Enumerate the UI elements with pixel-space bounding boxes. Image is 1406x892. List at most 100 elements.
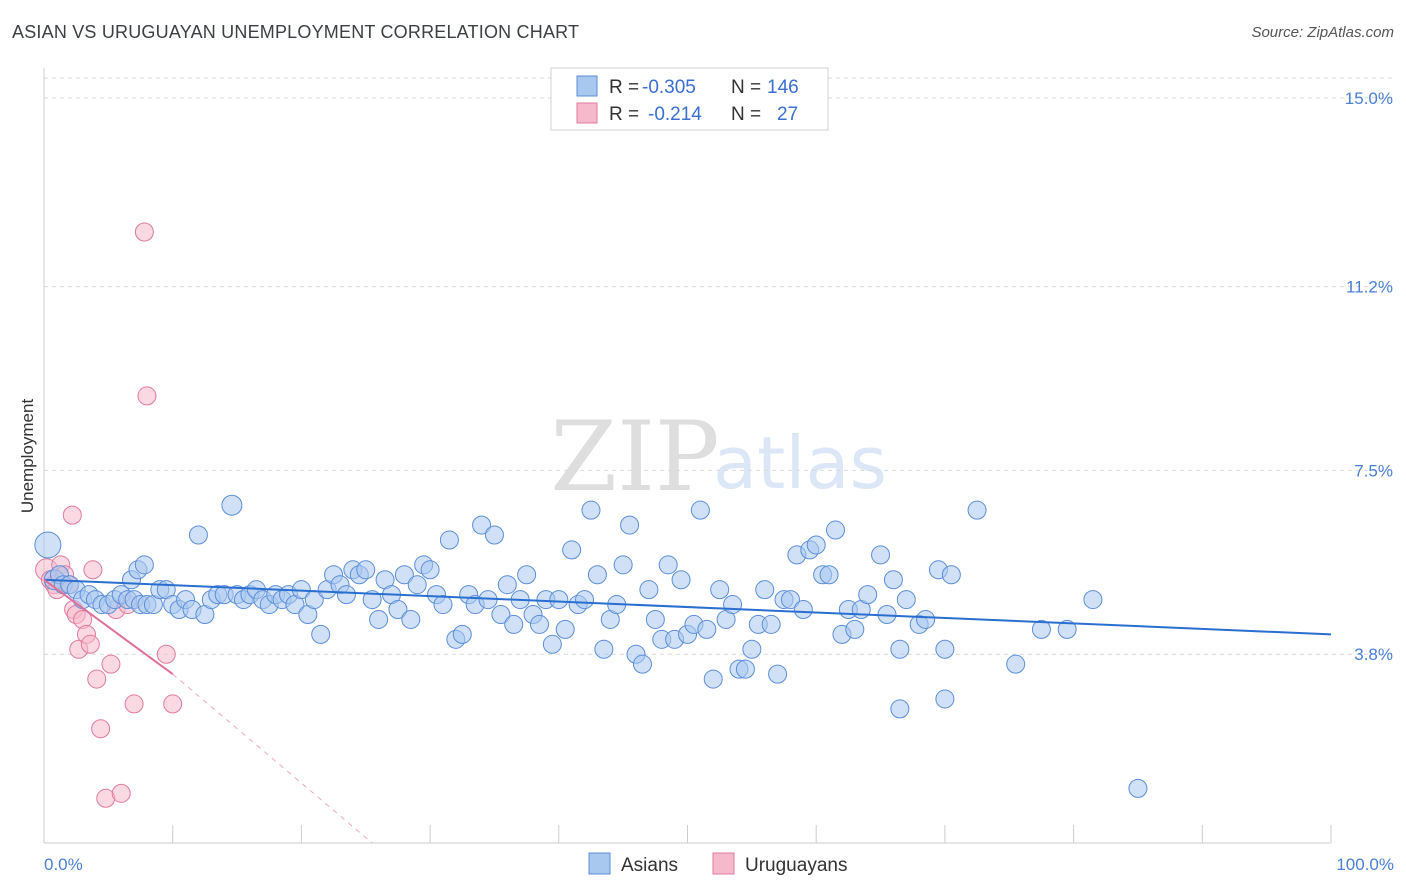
asian-point [401, 609, 421, 629]
y-tick-label: 3.8% [1354, 645, 1393, 664]
trend-layer [43, 578, 1332, 844]
uruguayan-point [91, 719, 111, 739]
asian-point [639, 580, 659, 600]
asian-point [420, 560, 440, 580]
asian-point [890, 699, 910, 719]
asian-point [941, 565, 961, 585]
asian-point [562, 540, 582, 560]
asian-point [710, 580, 730, 600]
asian-point [935, 689, 955, 709]
asian-point [658, 555, 678, 575]
asian-point [221, 494, 243, 516]
y-tick-label: 7.5% [1354, 461, 1393, 480]
asian-point [311, 624, 331, 644]
asian-point [433, 595, 453, 615]
asian-point [356, 560, 376, 580]
asian-point [735, 659, 755, 679]
series-legend: Asians Uruguayans [588, 852, 847, 876]
y-tick-label: 15.0% [1345, 89, 1393, 108]
asian-point [491, 604, 511, 624]
uruguayan-points [35, 222, 183, 808]
uruguayan-point [137, 386, 157, 406]
asian-point [517, 565, 537, 585]
bottom-legend-label-uruguayans[interactable]: Uruguayans [745, 855, 847, 876]
legend-n-value-uruguayans: 27 [777, 104, 798, 125]
x-tick-min: 0.0% [44, 855, 83, 874]
asian-point [504, 614, 524, 634]
y-axis-label: Unemployment [18, 399, 37, 514]
asian-point [703, 669, 723, 689]
asian-point [620, 515, 640, 535]
asian-point [542, 634, 562, 654]
legend-n-label-uruguayans: N = [731, 104, 761, 125]
y-tick-label: 11.2% [1346, 278, 1393, 297]
bottom-legend-swatch-asians[interactable] [588, 852, 611, 875]
uruguayan-point [163, 694, 183, 714]
legend-r-value-uruguayans: -0.214 [648, 104, 702, 125]
asian-point [690, 500, 710, 520]
legend-swatch-asians [576, 75, 598, 97]
asian-point [793, 600, 813, 620]
asian-point [742, 639, 762, 659]
asian-point [916, 609, 936, 629]
uruguayan-point [83, 560, 103, 580]
asian-point [819, 565, 839, 585]
legend-r-label-asians: R = [609, 77, 639, 98]
asian-point [826, 520, 846, 540]
asian-point [594, 639, 614, 659]
grid-layer [44, 77, 1392, 655]
bottom-legend-label-asians[interactable]: Asians [621, 855, 678, 876]
asian-point [497, 575, 517, 595]
x-tick-max: 100.0% [1336, 855, 1394, 874]
uruguayan-point [101, 654, 121, 674]
asian-point [575, 590, 595, 610]
asian-point [1006, 654, 1026, 674]
legend-r-label-uruguayans: R = [609, 104, 639, 125]
asian-point [883, 570, 903, 590]
asian-point [768, 664, 788, 684]
asian-point [134, 555, 154, 575]
asian-point [871, 545, 891, 565]
asian-point [555, 619, 575, 639]
asian-point [697, 619, 717, 639]
asian-point [632, 654, 652, 674]
asian-point [188, 525, 208, 545]
bottom-legend-swatch-uruguayans[interactable] [712, 852, 735, 875]
asian-point [452, 624, 472, 644]
asian-point [1057, 619, 1077, 639]
asian-point [394, 565, 414, 585]
asian-point [587, 565, 607, 585]
asian-point [472, 515, 492, 535]
asian-point [613, 555, 633, 575]
uruguayan-trend-extension [172, 673, 373, 844]
asian-point [1031, 619, 1051, 639]
asian-point [845, 619, 865, 639]
asian-point [549, 590, 569, 610]
asian-point [369, 609, 389, 629]
asian-point [806, 535, 826, 555]
legend-r-value-asians: -0.305 [642, 77, 696, 98]
asian-point [890, 639, 910, 659]
asian-point [858, 585, 878, 605]
uruguayan-point [134, 222, 154, 242]
asian-point [1083, 590, 1103, 610]
watermark-atlas: atlas [713, 421, 887, 505]
asian-point [671, 570, 691, 590]
axis-layer: 3.8% 7.5% 11.2% 15.0% [43, 68, 1393, 844]
asian-point [484, 525, 504, 545]
chart-source: Source: ZipAtlas.com [1251, 24, 1394, 41]
asian-points [34, 494, 1148, 798]
asian-point [439, 530, 459, 550]
chart-title: ASIAN VS URUGUAYAN UNEMPLOYMENT CORRELAT… [12, 22, 580, 42]
asian-point [755, 580, 775, 600]
asian-point [336, 585, 356, 605]
asian-point [935, 639, 955, 659]
asian-point [780, 590, 800, 610]
watermark-zip: ZIP [550, 401, 719, 513]
asian-point [967, 500, 987, 520]
asian-point [896, 590, 916, 610]
asian-point [407, 575, 427, 595]
asian-point [34, 531, 62, 559]
uruguayan-point [80, 634, 100, 654]
